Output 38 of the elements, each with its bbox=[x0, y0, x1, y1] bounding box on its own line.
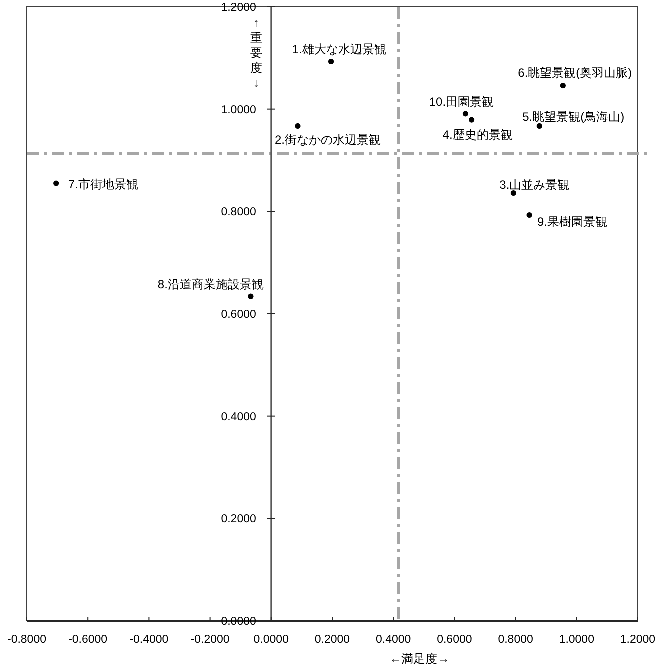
x-tick-label: -0.4000 bbox=[130, 634, 169, 646]
annotation: 4.歴史的景観 bbox=[442, 128, 513, 142]
x-tick-label: 1.2000 bbox=[620, 634, 655, 646]
annotation: 3.山並み景観 bbox=[500, 178, 570, 192]
x-tick-label: -0.8000 bbox=[7, 634, 47, 646]
y-tick-label: 0.2000 bbox=[221, 514, 256, 526]
point bbox=[462, 111, 468, 117]
point bbox=[526, 212, 532, 218]
annotation: 8.沿道商業施設景観 bbox=[158, 278, 264, 292]
point bbox=[510, 190, 516, 196]
x-tick-label: 0.4000 bbox=[376, 634, 412, 646]
x-axis-title: ←満足度→ bbox=[390, 652, 450, 666]
point bbox=[536, 123, 542, 130]
point bbox=[54, 180, 60, 186]
x-tick-label: -0.2000 bbox=[190, 634, 230, 646]
x-tick-label: 0.6000 bbox=[437, 634, 472, 646]
point bbox=[328, 58, 334, 65]
y-tick-label: 1.0000 bbox=[221, 104, 256, 116]
x-tick-label: 0.0000 bbox=[254, 634, 289, 646]
annotation: 10.田園景観 bbox=[429, 94, 494, 109]
y-tick-label: 0.4000 bbox=[221, 411, 256, 424]
annotation: 1.雄大な水辺景観 bbox=[292, 42, 386, 57]
point bbox=[295, 123, 301, 130]
point bbox=[469, 117, 475, 123]
annotation: 6.眺望景観(奥羽山脈) bbox=[518, 66, 632, 80]
y-tick-label: 0.6000 bbox=[221, 309, 256, 321]
x-tick-label: 0.2000 bbox=[314, 634, 350, 646]
x-tick-label: 1.0000 bbox=[559, 634, 594, 646]
x-tick-label: 0.8000 bbox=[498, 634, 534, 646]
point bbox=[560, 82, 566, 89]
y-tick-label: 0.8000 bbox=[221, 206, 256, 219]
x-tick-label: -0.6000 bbox=[68, 634, 108, 646]
annotation: 2.街なかの水辺景観 bbox=[274, 133, 381, 148]
point bbox=[248, 294, 254, 300]
annotation: 7.市街地景観 bbox=[68, 178, 138, 192]
y-axis-title: ↑重要度↓ bbox=[250, 16, 262, 90]
annotation: 5.眺望景観(鳥海山) bbox=[522, 110, 625, 124]
annotation: 9.果樹園景観 bbox=[538, 215, 608, 230]
